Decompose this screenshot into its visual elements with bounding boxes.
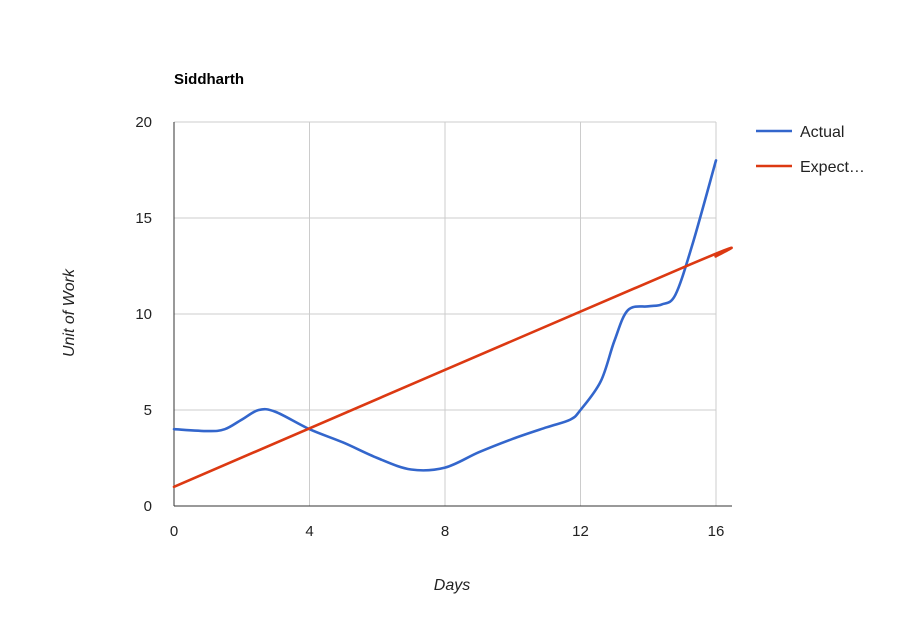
x-tick-label-0: 0: [170, 523, 178, 540]
y-axis-label: Unit of Work: [61, 268, 78, 357]
legend-label-actual: Actual: [800, 124, 844, 141]
legend-item-actual[interactable]: Actual: [756, 124, 844, 141]
x-tick-label-8: 8: [441, 523, 449, 540]
series-lines: [172, 159, 733, 489]
legend: Actual Expect…: [756, 124, 865, 176]
axes: [173, 122, 732, 507]
gridlines: [174, 121, 717, 506]
series-line-expected[interactable]: [172, 246, 733, 489]
tick-labels: 0 5 10 15 20 0 4 8 12 16: [135, 114, 724, 540]
x-tick-label-4: 4: [305, 523, 313, 540]
series-line-actual[interactable]: [172, 159, 718, 472]
legend-item-expected[interactable]: Expect…: [756, 159, 865, 176]
x-tick-label-16: 16: [708, 523, 725, 540]
y-tick-label-0: 0: [144, 498, 152, 515]
y-tick-label-20: 20: [135, 114, 152, 131]
chart-title: Siddharth: [174, 71, 244, 88]
legend-label-expected: Expect…: [800, 159, 865, 176]
x-tick-label-12: 12: [572, 523, 589, 540]
y-tick-label-15: 15: [135, 210, 152, 227]
y-tick-label-10: 10: [135, 306, 152, 323]
y-tick-label-5: 5: [144, 402, 152, 419]
x-axis-label: Days: [434, 577, 470, 594]
